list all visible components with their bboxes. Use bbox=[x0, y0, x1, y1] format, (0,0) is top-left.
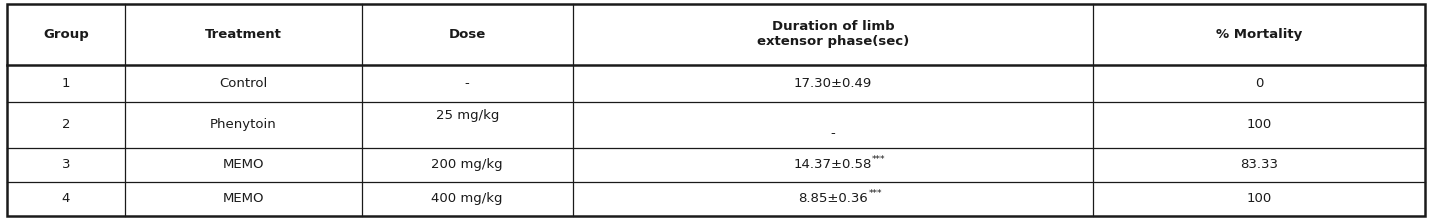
Text: 3: 3 bbox=[62, 158, 70, 171]
Text: -: - bbox=[831, 126, 835, 139]
Text: ***: *** bbox=[868, 189, 882, 198]
Text: 4: 4 bbox=[62, 192, 70, 205]
Text: 8.85±0.36: 8.85±0.36 bbox=[798, 192, 868, 205]
Text: -: - bbox=[465, 77, 470, 90]
Text: % Mortality: % Mortality bbox=[1216, 28, 1302, 41]
Text: 200 mg/kg: 200 mg/kg bbox=[431, 158, 503, 171]
Text: 17.30±0.49: 17.30±0.49 bbox=[793, 77, 872, 90]
Text: Dose: Dose bbox=[448, 28, 485, 41]
Text: 2: 2 bbox=[62, 118, 70, 131]
Text: 0: 0 bbox=[1254, 77, 1263, 90]
Text: 100: 100 bbox=[1246, 192, 1272, 205]
Text: ***: *** bbox=[872, 155, 885, 164]
Text: MEMO: MEMO bbox=[222, 192, 263, 205]
Text: 83.33: 83.33 bbox=[1240, 158, 1277, 171]
Text: Duration of limb
extensor phase(sec): Duration of limb extensor phase(sec) bbox=[758, 20, 909, 48]
Text: Treatment: Treatment bbox=[205, 28, 282, 41]
Text: 100: 100 bbox=[1246, 118, 1272, 131]
Text: MEMO: MEMO bbox=[222, 158, 263, 171]
Text: 25 mg/kg: 25 mg/kg bbox=[435, 109, 498, 122]
Text: 1: 1 bbox=[62, 77, 70, 90]
Text: Control: Control bbox=[219, 77, 268, 90]
Text: Group: Group bbox=[43, 28, 89, 41]
Text: 400 mg/kg: 400 mg/kg bbox=[431, 192, 503, 205]
Text: Phenytoin: Phenytoin bbox=[211, 118, 276, 131]
Text: 14.37±0.58: 14.37±0.58 bbox=[793, 158, 872, 171]
